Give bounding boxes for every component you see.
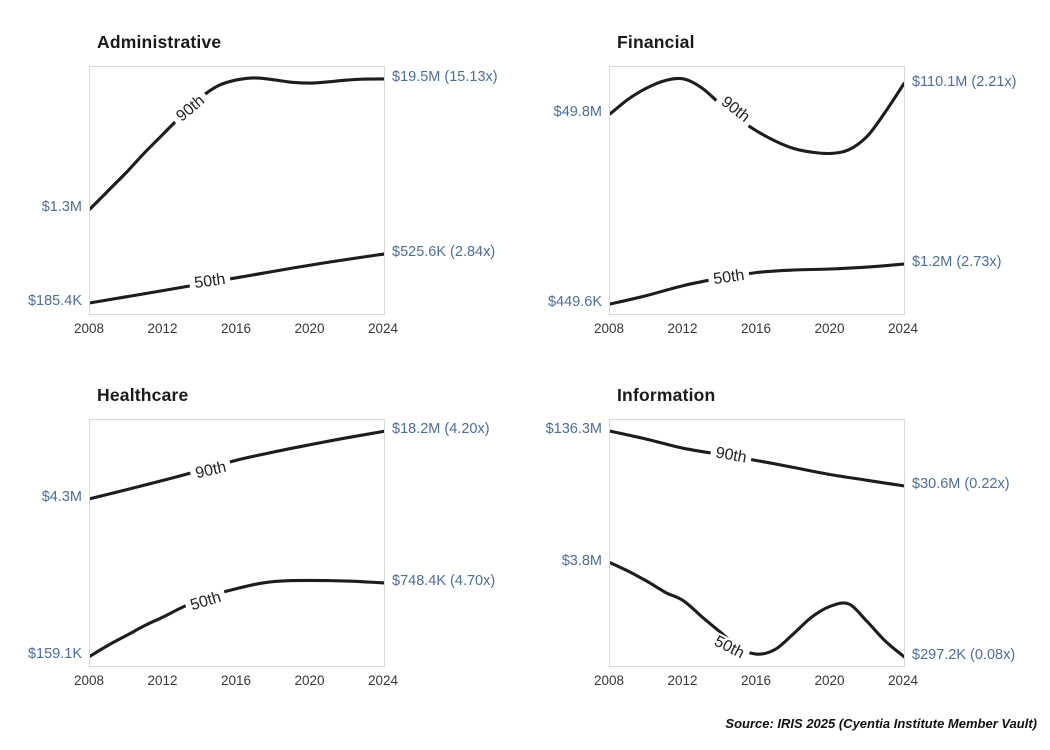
end-value-50th: $525.6K (2.84x) bbox=[392, 243, 496, 260]
start-value-90th: $136.3M bbox=[545, 421, 602, 438]
x-tick: 2012 bbox=[667, 673, 698, 688]
x-tick: 2020 bbox=[294, 673, 325, 688]
x-tick: 2008 bbox=[73, 673, 105, 688]
chart-title: Healthcare bbox=[97, 385, 189, 405]
end-value-50th: $748.4K (4.70x) bbox=[392, 572, 496, 589]
x-tick: 2008 bbox=[73, 321, 105, 336]
line-chart-svg bbox=[90, 429, 384, 658]
x-tick: 2016 bbox=[220, 321, 252, 336]
x-tick: 2024 bbox=[367, 673, 399, 688]
chart-title: Administrative bbox=[97, 32, 222, 52]
end-value-90th: $30.6M (0.22x) bbox=[912, 475, 1010, 492]
start-value-50th: $449.6K bbox=[547, 294, 602, 311]
start-value-50th: $185.4K bbox=[27, 292, 82, 309]
end-value-50th: $1.2M (2.73x) bbox=[912, 254, 1002, 271]
end-value-50th: $297.2K (0.08x) bbox=[912, 646, 1016, 663]
source-note: Source: IRIS 2025 (Cyentia Institute Mem… bbox=[725, 716, 1037, 731]
x-tick: 2012 bbox=[147, 321, 178, 336]
x-tick: 2020 bbox=[814, 321, 845, 336]
x-tick: 2020 bbox=[814, 673, 845, 688]
plot-area: 90th 50th bbox=[89, 66, 385, 315]
end-value-90th: $18.2M (4.20x) bbox=[392, 421, 490, 438]
x-tick: 2008 bbox=[593, 673, 625, 688]
line-chart-svg bbox=[610, 429, 904, 659]
start-value-50th: $3.8M bbox=[561, 552, 602, 569]
line-chart-svg bbox=[610, 76, 904, 306]
x-tick: 2024 bbox=[367, 321, 399, 336]
x-tick: 2016 bbox=[220, 673, 252, 688]
x-tick: 2024 bbox=[887, 321, 919, 336]
x-tick: 2012 bbox=[667, 321, 698, 336]
start-value-90th: $1.3M bbox=[41, 199, 82, 216]
start-value-50th: $159.1K bbox=[27, 646, 82, 663]
line-chart-svg bbox=[90, 76, 384, 305]
chart-title: Financial bbox=[617, 32, 695, 52]
x-tick: 2012 bbox=[147, 673, 178, 688]
plot-area: 90th 50th bbox=[609, 66, 905, 315]
x-tick: 2016 bbox=[740, 673, 772, 688]
x-tick: 2020 bbox=[294, 321, 325, 336]
x-tick: 2016 bbox=[740, 321, 772, 336]
x-tick: 2024 bbox=[887, 673, 919, 688]
end-value-90th: $110.1M (2.21x) bbox=[912, 73, 1017, 90]
chart-title: Information bbox=[617, 385, 716, 405]
start-value-90th: $49.8M bbox=[553, 103, 602, 120]
end-value-90th: $19.5M (15.13x) bbox=[392, 68, 498, 85]
start-value-90th: $4.3M bbox=[41, 488, 82, 505]
plot-area: 90th 50th bbox=[89, 419, 385, 667]
plot-area: 90th 50th bbox=[609, 419, 905, 667]
x-tick: 2008 bbox=[593, 321, 625, 336]
